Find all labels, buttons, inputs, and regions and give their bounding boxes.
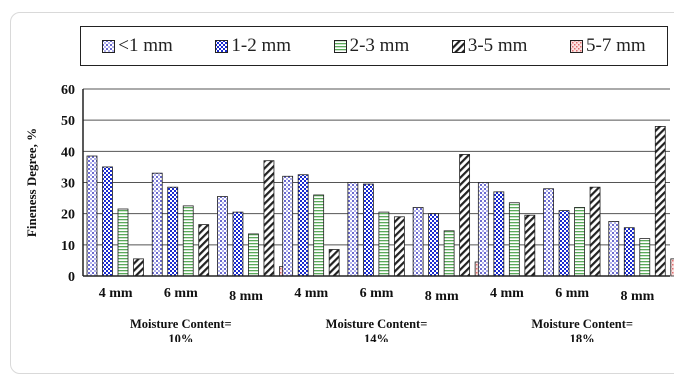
y-tick-label: 50 (61, 114, 75, 129)
bar (182, 205, 194, 277)
bar (574, 207, 585, 277)
group-label: Moisture Content= (326, 317, 428, 331)
bar (412, 207, 424, 277)
bar (378, 211, 390, 277)
bar (459, 154, 471, 277)
bar (282, 175, 294, 277)
bar (102, 166, 113, 277)
bar (167, 186, 179, 277)
x-tick-label: 6 mm (164, 286, 198, 301)
bar (623, 227, 635, 277)
bar (508, 202, 520, 277)
chart-legend: <1 mm 1-2 mm 2-3 mm 3-5 mm 5-7 mm (80, 26, 668, 66)
y-tick-label: 20 (61, 208, 75, 223)
y-tick-label: 40 (61, 145, 75, 160)
legend-label: 3-5 mm (467, 35, 528, 56)
x-tick-label: 8 mm (620, 289, 654, 304)
bar (639, 238, 651, 277)
y-tick-label: 30 (61, 177, 75, 192)
x-tick-label: 8 mm (425, 289, 459, 304)
bar (477, 182, 489, 277)
legend-label: 1-2 mm (231, 35, 292, 56)
bar (393, 216, 405, 277)
bar (428, 213, 440, 277)
legend-label: 5-7 mm (586, 35, 646, 56)
bar (248, 233, 259, 277)
bar (313, 194, 325, 277)
bar (217, 196, 228, 277)
bar (263, 160, 275, 277)
x-tick-label: 6 mm (360, 286, 394, 301)
bar (117, 208, 129, 277)
bar (347, 182, 359, 277)
legend-swatch (570, 39, 584, 53)
bar (151, 172, 163, 277)
legend-label: <1 mm (118, 35, 173, 56)
bar (198, 224, 210, 277)
y-tick-label: 10 (61, 239, 75, 254)
group-label-value: 18% (570, 332, 595, 342)
x-tick-label: 4 mm (99, 286, 133, 301)
bar (589, 186, 601, 277)
bar (493, 191, 505, 277)
group-label: Moisture Content= (531, 317, 633, 331)
bar (232, 211, 244, 277)
legend-swatch (215, 39, 229, 53)
bar-chart: 0 10 20 30 40 50 60 Fineness Degree, % 4 mm 6 mm 8… (24, 83, 674, 342)
bar (328, 249, 340, 277)
x-tick-label: 4 mm (294, 286, 328, 301)
y-axis-label: Fineness Degree, % (24, 128, 39, 237)
legend-swatch (333, 39, 347, 53)
legend-item: 3-5 mm (451, 35, 528, 57)
bar (543, 188, 554, 277)
legend-swatch (102, 39, 116, 53)
chart-frame (10, 12, 674, 374)
bar (86, 155, 98, 277)
y-tick-label: 0 (68, 270, 75, 285)
bar (670, 258, 674, 277)
x-tick-label: 8 mm (229, 289, 263, 304)
legend-label: 2-3 mm (349, 35, 410, 56)
x-tick-label: 4 mm (490, 286, 524, 301)
group-label-value: 14% (364, 332, 389, 342)
bar (297, 174, 309, 277)
group-label: Moisture Content= (130, 317, 232, 331)
legend-item: 5-7 mm (570, 35, 646, 57)
y-tick-label: 60 (61, 83, 75, 98)
bar (654, 126, 666, 277)
bar (524, 214, 536, 277)
x-tick-label: 6 mm (555, 286, 589, 301)
legend-swatch (451, 39, 465, 53)
bar (608, 221, 620, 277)
legend-item: 1-2 mm (215, 35, 291, 57)
bar (443, 230, 455, 277)
legend-item: 2-3 mm (333, 35, 410, 57)
bar (362, 183, 374, 277)
group-label-value: 10% (168, 332, 193, 342)
bar (133, 258, 144, 277)
legend-item: <1 mm (102, 35, 173, 57)
bar (558, 210, 570, 277)
